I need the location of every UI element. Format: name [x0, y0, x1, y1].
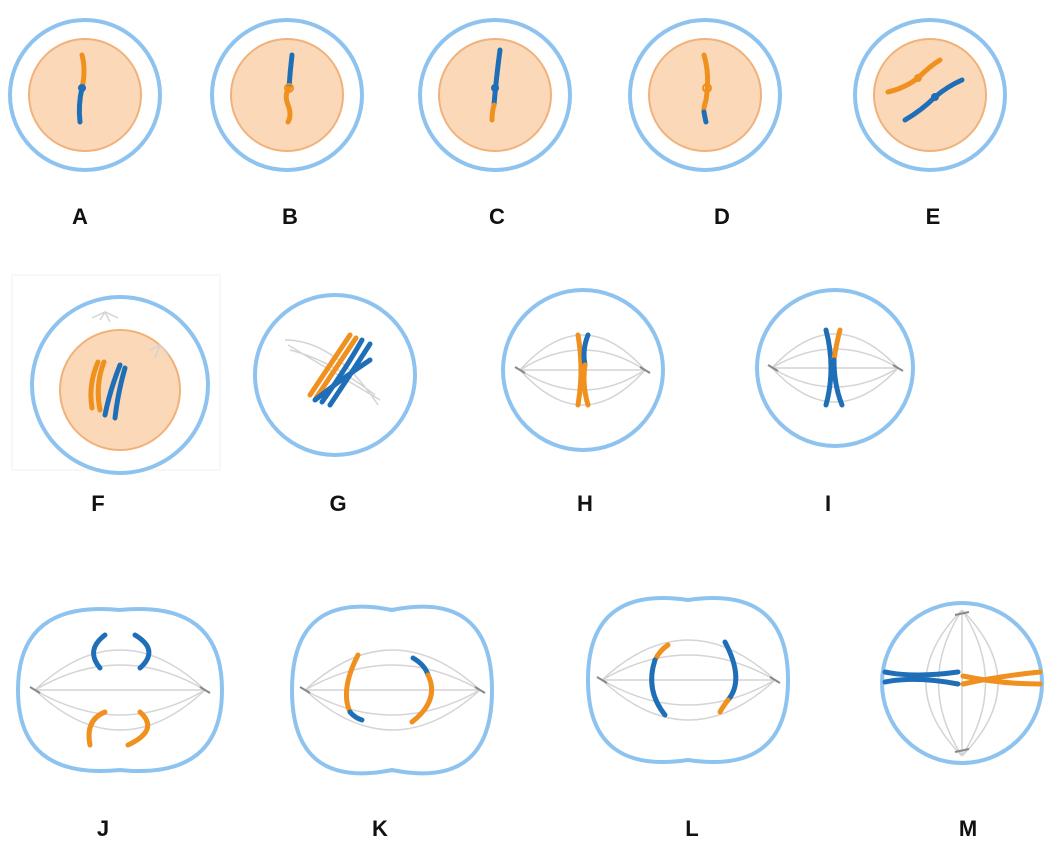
cell-m — [880, 601, 1044, 765]
cell-shape — [722, 639, 739, 703]
cell-shape — [34, 649, 206, 731]
cell-a — [8, 18, 162, 172]
cell-shape — [575, 332, 584, 408]
cell-shape — [28, 38, 142, 152]
cell-label: I — [825, 491, 831, 516]
cell-b — [210, 18, 364, 172]
cell-d — [628, 18, 782, 172]
cell-shape — [702, 83, 712, 93]
cell-shape — [343, 652, 361, 715]
cell-shape — [347, 709, 365, 723]
cell-shape — [307, 332, 353, 398]
cell-shape — [596, 676, 781, 684]
cell-shape — [581, 362, 591, 408]
cell-label: L — [685, 816, 698, 841]
cell-shape — [514, 366, 651, 374]
cell-shape — [76, 85, 85, 125]
cell-shape — [95, 359, 107, 413]
cell-shape — [960, 673, 1043, 687]
cell-shape — [882, 669, 961, 678]
cell-shape — [823, 327, 834, 408]
cell-shape — [831, 357, 845, 408]
cell-label: E — [926, 204, 941, 229]
cell-label: H — [577, 491, 593, 516]
cell-shape — [649, 657, 668, 718]
cell-shape — [86, 709, 108, 748]
cell-shape — [767, 364, 904, 372]
cell-j — [15, 607, 225, 773]
cell-shape — [91, 310, 119, 323]
cell-shape — [304, 649, 481, 731]
cell-k — [289, 604, 495, 776]
cell-shape — [489, 102, 497, 123]
cell-shape — [286, 52, 295, 91]
cell-shape — [914, 74, 922, 82]
cell-label: M — [959, 816, 977, 841]
cell-label: A — [72, 204, 88, 229]
cell-shape — [313, 335, 359, 401]
cell-shape — [253, 293, 417, 457]
cell-shape — [79, 52, 87, 91]
cell-shape — [831, 327, 843, 363]
cell-shape — [88, 359, 101, 411]
cell-shape — [409, 672, 434, 725]
cell-shape — [931, 93, 939, 101]
cell-shape — [149, 344, 169, 359]
cell-shape — [717, 697, 731, 715]
cell-shape — [601, 639, 776, 721]
cell-c — [418, 18, 572, 172]
cell-shape — [581, 332, 591, 368]
cell-shape — [960, 669, 1043, 687]
cell-e — [853, 18, 1007, 172]
cell-i — [755, 288, 915, 448]
cell-f — [11, 274, 221, 475]
cell-g — [253, 293, 417, 457]
cell-shape — [873, 38, 987, 152]
cell-shape — [78, 84, 86, 92]
cell-shape — [132, 632, 152, 671]
cell-shape — [319, 337, 365, 405]
cell-shape — [701, 109, 709, 125]
cell-shape — [125, 709, 151, 748]
cell-shape — [284, 83, 294, 93]
cell-label: B — [282, 204, 298, 229]
cell-shape — [491, 84, 499, 92]
cell-shape — [112, 365, 128, 421]
cell-label: J — [97, 816, 109, 841]
cell-shape — [491, 47, 503, 108]
cell-label: D — [714, 204, 730, 229]
cell-shape — [299, 686, 486, 694]
cell-shape — [312, 357, 373, 403]
cell-shape — [91, 632, 108, 671]
cell-label: G — [329, 491, 346, 516]
cell-label: K — [372, 816, 388, 841]
cell-shape — [102, 362, 123, 418]
cell-h — [501, 288, 665, 452]
cell-shape — [29, 686, 211, 694]
cell-l — [585, 595, 791, 765]
cell-shape — [882, 676, 961, 687]
cell-shape — [954, 611, 970, 753]
cell-label: C — [489, 204, 505, 229]
cell-label: F — [91, 491, 104, 516]
